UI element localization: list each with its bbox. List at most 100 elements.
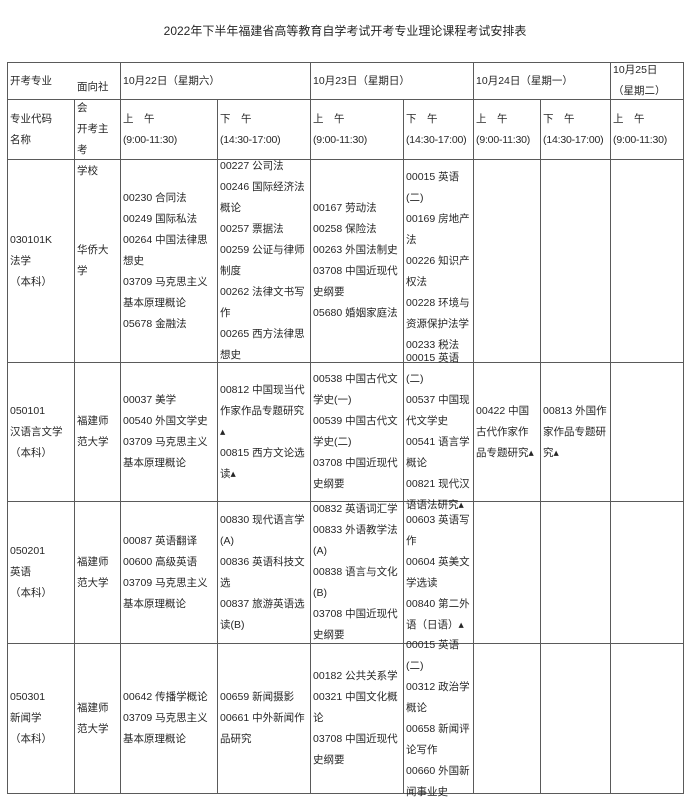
session-label: 下 午 [406,112,438,125]
course-item: 00604 英美文学选读 [406,555,470,589]
course-cell: 00015 英语(二) 00312 政治学概论 00658 新闻评论写作 00660 … [403,639,475,798]
schedule-row: 050101 汉语言文学 （本科） 福建师范大学 00037 美学 00540 外国文… [7,352,685,511]
session-cell-3: 下 午 (14:30-17:00) [403,99,475,160]
course-cell: 00603 英语写作 00604 英美文学选读 00840 第二外语（日语）▴ [403,501,475,644]
course-item: 00182 公共关系学 [313,670,398,682]
major-cell: 030101K 法学 （本科） [7,159,75,363]
major-cell: 050301 新闻学 （本科） [7,643,75,794]
course-item: 00087 英语翻译 [123,534,198,547]
major-cell: 050101 汉语言文学 （本科） [7,362,75,502]
course-item: 03708 中国近现代史纲要 [313,733,398,766]
course-cell: 00015 英语(二) 00537 中国现代文学史 00541 语言学概论 00821… [403,352,475,511]
course-cell: 00422 中国古代作家作品专题研究▴ [473,362,542,502]
course-item: 00312 政治学概论 [406,680,470,714]
course-item: 00015 英语(二) [406,638,460,672]
course-item: 00422 中国古代作家作品专题研究▴ [476,404,534,459]
school-cell: 福建师范大学 [74,362,121,502]
course-item: 00249 国际私法 [123,212,198,225]
course-item: 03709 马克思主义基本原理概论 [123,712,208,745]
course-item: 03709 马克思主义基本原理概论 [123,275,208,309]
schedule-row: 050301 新闻学 （本科） 福建师范大学 00642 传播学概论 03709 马克… [7,639,685,798]
session-time: (14:30-17:00) [543,133,604,146]
exam-schedule-table: 开考专业 10月22日（星期六） 10月23日（星期日） 10月24日（星期一）… [7,62,685,798]
session-cell-4: 上 午 (9:00-11:30) [473,99,542,160]
header-code-label: 专业代码 名称 [10,112,52,146]
course-item: 00263 外国法制史 [313,244,398,256]
session-cell-5: 下 午 (14:30-17:00) [540,99,612,160]
course-item: 00258 保险法 [313,223,377,235]
course-item: 00661 中外新闻作品研究 [220,712,305,745]
course-item: 00642 传播学概论 [123,691,208,703]
session-label: 上 午 [613,112,645,125]
course-cell: 00830 现代语言学(A) 00836 英语科技文选 00837 旅游英语选读(B… [216,501,312,644]
course-item: 00257 票据法 [220,223,284,235]
session-cell-6: 上 午 (9:00-11:30) [610,99,685,160]
course-item: 00600 高级英语 [123,555,198,568]
major-cell: 050201 英语 （本科） [7,501,75,644]
course-item: 00227 公司法 [220,160,284,172]
course-item: 00812 中国现当代作家作品专题研究▴ [220,383,305,438]
course-item: 00169 房地产法 [406,212,470,246]
course-item: 00541 语言学概论 [406,436,470,469]
course-item: 00603 英语写作 [406,513,470,547]
session-time: (9:00-11:30) [313,133,368,146]
course-item: 00246 国际经济法概论 [220,181,305,214]
session-label: 上 午 [123,112,155,125]
session-label: 上 午 [476,112,508,125]
course-item: 00830 现代语言学(A) [220,513,305,547]
schedule-row: 050201 英语 （本科） 福建师范大学 00087 英语翻译 00600 高级英语… [7,501,685,644]
school-cell: 福建师范大学 [74,501,121,644]
course-item: 03708 中国近现代史纲要 [313,265,398,298]
course-cell: 00659 新闻摄影 00661 中外新闻作品研究 [216,643,312,794]
course-item: 00037 美学 [123,394,177,406]
course-item: 03708 中国近现代史纲要 [313,457,398,490]
header-major-label: 开考专业 [10,74,52,87]
course-item: 00538 中国古代文学史(一) [313,373,398,406]
course-cell: 00167 劳动法 00258 保险法 00263 外国法制史 03708 中国近现代… [310,159,405,363]
date-label-oct24: 10月24日（星期一） [476,74,573,87]
course-cell: 00230 合同法 00249 国际私法 00264 中国法律思想史 03709 马克… [120,159,218,363]
session-cell-0: 上 午 (9:00-11:30) [120,99,218,160]
course-item: 00815 西方文论选读▴ [220,446,305,480]
header-school-cell: 面向社会 开考主考 学校 [74,81,121,177]
header-date-oct23: 10月23日（星期日） [310,62,475,100]
course-cell: 00227 公司法 00246 国际经济法概论 00257 票据法 00259 公证与… [216,159,312,363]
course-cell: 00087 英语翻译 00600 高级英语 03709 马克思主义基本原理概论 [120,501,218,644]
course-item: 00660 外国新闻事业史 [406,764,470,798]
course-item: 00813 外国作家作品专题研究▴ [543,404,607,459]
course-cell: 00812 中国现当代作家作品专题研究▴ 00815 西方文论选读▴ [216,362,312,502]
header-row-dates: 开考专业 10月22日（星期六） 10月23日（星期日） 10月24日（星期一）… [7,62,685,100]
header-code-cell: 专业代码 名称 [7,99,75,160]
course-item: 00838 语言与文化(B) [313,566,398,599]
date-label-oct22: 10月22日（星期六） [123,74,220,87]
course-cell [540,643,612,794]
session-time: (9:00-11:30) [613,133,668,146]
course-item: 00537 中国现代文学史 [406,394,470,427]
course-item: 00228 环境与资源保护法学 [406,296,470,330]
date-label-oct25: 10月25日 （星期二） [613,64,666,97]
course-item: 00833 外语教学法(A) [313,524,398,557]
date-label-oct23: 10月23日（星期日） [313,74,410,87]
course-cell: 00037 美学 00540 外国文学史 03709 马克思主义基本原理概论 [120,362,218,502]
course-cell: 00015 英语(二) 00169 房地产法 00226 知识产权法 00228 环境… [403,159,475,363]
course-item: 00539 中国古代文学史(二) [313,415,398,448]
course-item: 00658 新闻评论写作 [406,722,470,756]
course-item: 00264 中国法律思想史 [123,233,208,267]
course-item: 05678 金融法 [123,317,187,330]
course-item: 00265 西方法律思想史 [220,328,305,361]
course-cell: 00182 公共关系学 00321 中国文化概论 03708 中国近现代史纲要 [310,643,405,794]
session-time: (14:30-17:00) [406,133,467,146]
course-item: 00226 知识产权法 [406,254,470,288]
course-cell [610,643,685,794]
course-cell [610,159,685,363]
course-cell: 00813 外国作家作品专题研究▴ [540,362,612,502]
course-item: 00015 英语(二) [406,170,460,204]
course-item: 00836 英语科技文选 [220,555,305,589]
course-item: 00233 税法 [406,338,460,351]
course-cell [473,159,542,363]
schedule-row: 030101K 法学 （本科） 华侨大学 00230 合同法 00249 国际私法 00… [7,159,685,363]
course-item: 00659 新闻摄影 [220,691,295,703]
course-item: 00259 公证与律师制度 [220,244,305,277]
course-item: 00832 英语词汇学 [313,503,398,515]
course-item: 00167 劳动法 [313,202,377,214]
